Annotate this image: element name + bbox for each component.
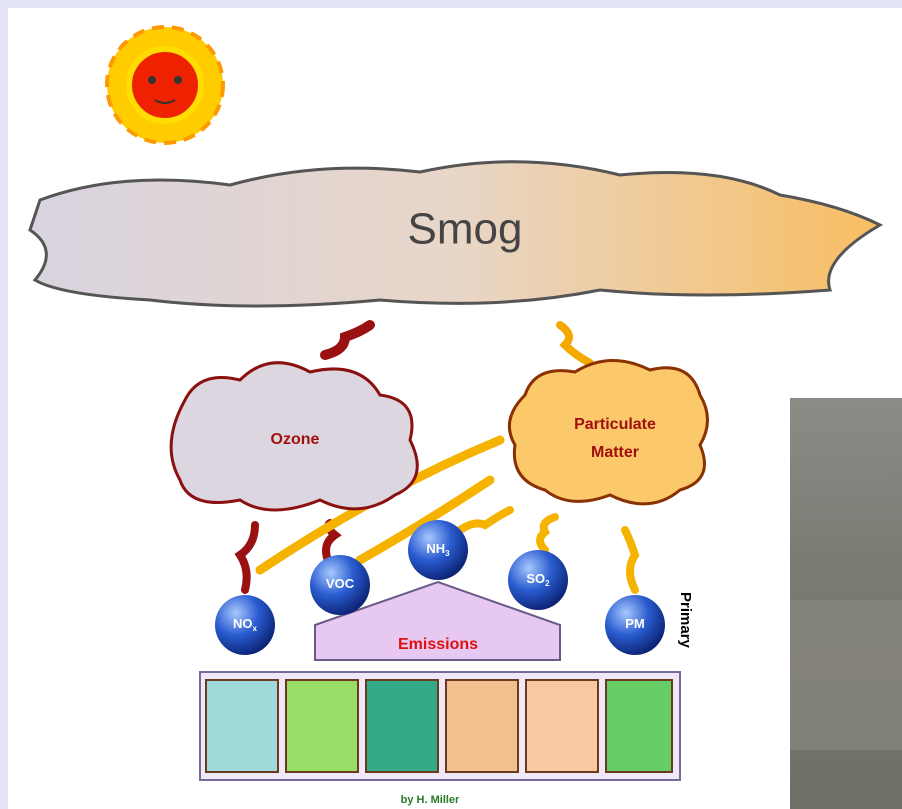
- smog-title: Smog: [408, 205, 523, 254]
- pollutant-label: VOC: [326, 576, 355, 591]
- pollutant-text: NO: [233, 616, 253, 631]
- sun: [107, 27, 223, 143]
- pollutant-text: VOC: [326, 576, 355, 591]
- credit: by H. Miller: [401, 794, 460, 806]
- pollutant-text: PM: [625, 616, 645, 631]
- pollutant-sub: 2: [545, 579, 550, 588]
- pm-label: Matter: [591, 444, 639, 461]
- pollutant-sub: 3: [445, 549, 450, 558]
- emissions-label: Emissions: [398, 636, 478, 653]
- pollutant-label: PM: [625, 616, 645, 631]
- city-buildings: [790, 600, 902, 750]
- primary-label: Primary: [677, 592, 694, 649]
- pollutant-text: NH: [426, 541, 445, 556]
- diagram: Smog Ozone Particulate Matter Emissions …: [0, 0, 902, 809]
- pollutant-text: SO: [526, 571, 545, 586]
- pollutant-sub: x: [253, 624, 258, 633]
- page: Smog Ozone Particulate Matter Emissions …: [0, 0, 902, 809]
- ozone-label: Ozone: [271, 431, 320, 448]
- pm-label: Particulate: [574, 416, 656, 433]
